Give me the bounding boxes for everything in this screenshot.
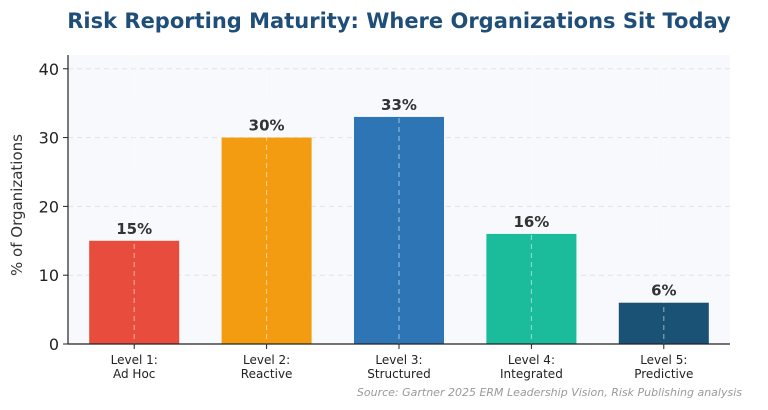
chart-title: Risk Reporting Maturity: Where Organizat… bbox=[67, 9, 731, 33]
x-tick-label: Level 4: Integrated bbox=[500, 353, 563, 381]
vertical-grid-lines bbox=[133, 55, 665, 344]
y-axis-label: % of Organizations bbox=[8, 134, 26, 276]
y-tick-label: 0 bbox=[49, 335, 59, 354]
data-label: 6% bbox=[651, 282, 676, 300]
x-tick-label: Level 3: Structured bbox=[367, 353, 430, 381]
data-label: 15% bbox=[116, 220, 152, 238]
y-tick-label: 20 bbox=[39, 197, 59, 216]
source-note: Source: Gartner 2025 ERM Leadership Visi… bbox=[357, 386, 742, 399]
y-tick-label: 10 bbox=[39, 266, 59, 285]
data-label: 30% bbox=[249, 117, 285, 135]
bar bbox=[221, 137, 312, 344]
data-labels: 15% 30% 33% 16% 6% bbox=[116, 96, 676, 300]
x-tick-labels: Level 1: Ad Hoc Level 2: Reactive Level 3: St… bbox=[111, 353, 694, 381]
y-tick-label: 40 bbox=[39, 60, 59, 79]
data-label: 16% bbox=[513, 213, 549, 231]
x-tick-label: Level 5: Predictive bbox=[634, 353, 693, 381]
y-tick-labels: 0 10 20 30 40 bbox=[39, 60, 59, 354]
axes bbox=[63, 55, 730, 349]
x-tick-label: Level 1: Ad Hoc bbox=[111, 353, 158, 381]
y-tick-label: 30 bbox=[39, 129, 59, 148]
data-label: 33% bbox=[381, 96, 417, 114]
x-tick-label: Level 2: Reactive bbox=[241, 353, 293, 381]
